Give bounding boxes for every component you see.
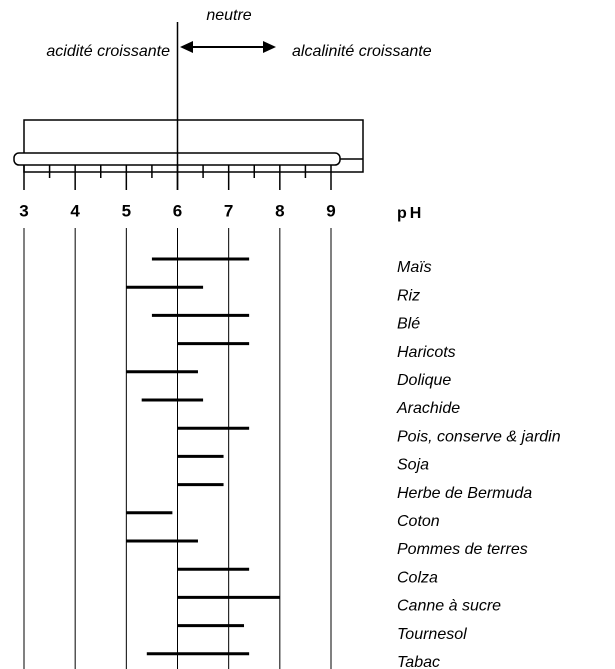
chart: neutre acidité croissante alcalinité cro… bbox=[0, 0, 615, 669]
x-tick-label: 6 bbox=[173, 201, 182, 220]
category-label: Tabac bbox=[397, 654, 440, 669]
category-label: Tournesol bbox=[397, 626, 467, 643]
category-label: Maïs bbox=[397, 259, 432, 276]
category-label: Pois, conserve & jardin bbox=[397, 428, 561, 445]
category-label: Dolique bbox=[397, 372, 451, 389]
ph-meter bbox=[14, 120, 363, 172]
category-label: Blé bbox=[397, 316, 420, 333]
x-tick-label: 3 bbox=[19, 201, 28, 220]
x-tick-label: 8 bbox=[275, 201, 284, 220]
category-label: Pommes de terres bbox=[397, 541, 528, 558]
alkaline-label: alcalinité croissante bbox=[292, 43, 432, 60]
x-axis-label: pH bbox=[397, 205, 424, 222]
x-tick-label: 7 bbox=[224, 201, 233, 220]
arrow bbox=[180, 41, 276, 53]
category-label: Soja bbox=[397, 457, 429, 474]
acid-label: acidité croissante bbox=[46, 43, 170, 60]
category-label: Haricots bbox=[397, 344, 456, 361]
x-tick-label: 5 bbox=[122, 201, 131, 220]
category-label: Herbe de Bermuda bbox=[397, 485, 532, 502]
category-label: Arachide bbox=[396, 400, 460, 417]
x-tick-label: 4 bbox=[70, 201, 80, 220]
category-label: Riz bbox=[397, 287, 420, 304]
category-label: Coton bbox=[397, 513, 440, 530]
category-label: Canne à sucre bbox=[397, 598, 501, 615]
x-tick-label: 9 bbox=[326, 201, 335, 220]
category-label: Colza bbox=[397, 569, 438, 586]
neutral-label: neutre bbox=[206, 7, 251, 24]
